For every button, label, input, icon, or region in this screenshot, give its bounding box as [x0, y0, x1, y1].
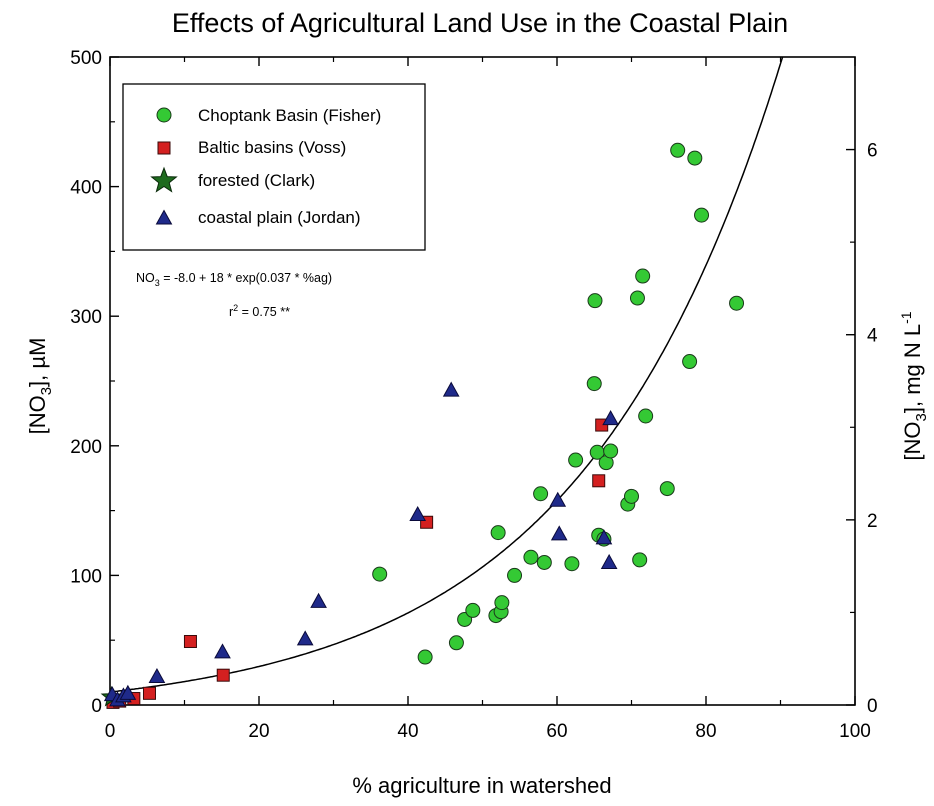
legend-label-forested: forested (Clark): [198, 171, 315, 190]
choptank-point: [624, 488, 639, 504]
y-tick-label: 0: [91, 696, 102, 717]
legend-markers: [150, 107, 178, 225]
fit-equation: NO3 = -8.0 + 18 * exp(0.037 * %ag): [136, 271, 332, 288]
choptank-point: [564, 556, 580, 572]
y-tick-label: 400: [70, 178, 102, 199]
coastal-plain-point: [214, 643, 231, 659]
baltic-point: [592, 474, 606, 488]
coastal-plain-point: [409, 505, 427, 521]
legend-box: [122, 83, 426, 251]
coastal-plain-point: [119, 684, 137, 700]
data-points: [100, 142, 745, 709]
choptank-point: [659, 481, 675, 497]
x-axis: 0 20 40 60 80 100: [105, 57, 871, 742]
legend: Choptank Basin (Fisher) Baltic basins (V…: [122, 83, 426, 251]
choptank-point: [465, 602, 481, 618]
baltic-point: [142, 686, 156, 700]
choptank-point: [448, 635, 464, 651]
y-tick-label: 100: [70, 566, 102, 587]
coastal-plain-point: [148, 667, 166, 683]
y-axis-right: 0 2 4 6: [846, 141, 878, 717]
choptank-point: [523, 549, 539, 565]
legend-label-choptank: Choptank Basin (Fisher): [198, 106, 381, 125]
legend-label-coastal-plain: coastal plain (Jordan): [198, 208, 361, 227]
baltic-point: [183, 634, 197, 648]
x-tick-label: 60: [546, 721, 567, 742]
choptank-point: [632, 552, 648, 568]
choptank-point: [587, 293, 603, 309]
y-axis-title: [NO3], µM: [25, 338, 55, 435]
y-tick-label: 200: [70, 437, 102, 458]
legend-marker-choptank: [156, 107, 172, 123]
x-tick-label: 20: [248, 721, 269, 742]
choptank-point: [494, 595, 510, 611]
coastal-plain-point: [549, 491, 567, 507]
choptank-point: [507, 567, 523, 583]
x-axis-title: % agriculture in watershed: [352, 773, 611, 798]
y2-tick-label: 4: [867, 326, 878, 347]
choptank-point: [568, 452, 584, 468]
choptank-point: [603, 443, 619, 459]
choptank-point: [490, 525, 506, 541]
y-tick-label: 300: [70, 307, 102, 328]
x-tick-label: 0: [105, 721, 116, 742]
choptank-point: [694, 207, 710, 223]
legend-marker-baltic: [157, 141, 171, 155]
baltic-point: [216, 668, 230, 682]
choptank-point: [670, 142, 686, 158]
x-tick-label: 40: [397, 721, 418, 742]
choptank-point: [635, 268, 651, 284]
choptank-point: [533, 486, 549, 502]
choptank-point: [629, 290, 645, 306]
coastal-plain-point: [602, 410, 619, 426]
choptank-point: [372, 566, 388, 582]
choptank-point: [729, 295, 745, 311]
choptank-point: [417, 649, 433, 665]
choptank-point: [638, 408, 654, 424]
coastal-plain-point: [595, 529, 613, 545]
y2-tick-label: 0: [867, 696, 878, 717]
fit-r-squared: r2 = 0.75 **: [229, 303, 290, 319]
coastal-plain-point: [600, 553, 618, 569]
choptank-point: [687, 150, 703, 166]
y-axis-left: 0 100 200 300 400 500: [70, 48, 119, 717]
y2-axis-title: [NO3], mg N L-1: [898, 311, 930, 460]
chart-title: Effects of Agricultural Land Use in the …: [172, 8, 788, 38]
x-tick-label: 100: [839, 721, 871, 742]
y2-tick-label: 6: [867, 141, 878, 162]
legend-label-baltic: Baltic basins (Voss): [198, 138, 346, 157]
y-tick-label: 500: [70, 48, 102, 69]
legend-marker-coastal-plain: [155, 209, 173, 225]
coastal-plain-point: [296, 630, 314, 646]
coastal-plain-point: [550, 525, 568, 541]
y2-tick-label: 2: [867, 511, 878, 532]
choptank-point: [682, 354, 698, 370]
x-tick-label: 80: [695, 721, 716, 742]
legend-marker-forested: [150, 166, 178, 193]
coastal-plain-point: [310, 592, 327, 608]
choptank-point: [536, 554, 552, 570]
coastal-plain-point: [442, 381, 460, 397]
choptank-point: [586, 376, 602, 392]
